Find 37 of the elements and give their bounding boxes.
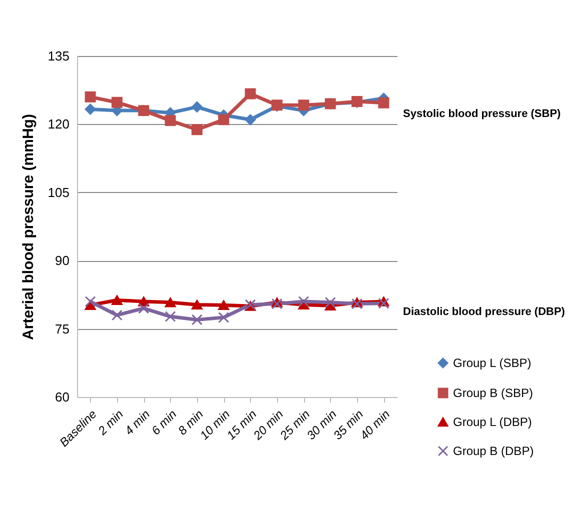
point [112,96,122,108]
text: Systolic blood pressure (SBP) [403,108,562,120]
y-tick-label: 60 [55,390,70,404]
y-tick-label: 90 [55,253,70,268]
point [378,97,390,108]
legend-label: Group L (DBP) [453,415,532,429]
point [192,124,202,136]
legend-label: Group L (SBP) [453,356,532,370]
point [112,295,122,306]
point [218,114,230,126]
point [192,101,202,112]
point [164,311,176,322]
point [192,300,202,310]
point [298,100,310,111]
point [218,300,230,310]
y-tick-label: 105 [48,184,70,200]
point [138,302,150,314]
y-tick-label: 75 [55,321,70,336]
point [164,115,176,126]
y-tick-label: 135 [48,48,70,64]
point [244,88,256,100]
legend-label: Group B (DBP) [453,444,534,458]
point [378,298,390,309]
point [244,114,256,126]
point [324,296,336,308]
point [84,104,96,115]
point [218,312,230,323]
point [112,310,122,321]
point [164,298,176,308]
text: Diastolic blood pressure (DBP) [403,306,566,318]
point [298,296,310,308]
point [84,91,96,102]
y-axis-title: Arterial blood pressure (mmHg) [20,114,37,340]
y-tick-label: 120 [48,116,70,132]
point [192,314,202,326]
point [84,296,96,308]
legend-label: Group B (SBP) [453,386,534,400]
